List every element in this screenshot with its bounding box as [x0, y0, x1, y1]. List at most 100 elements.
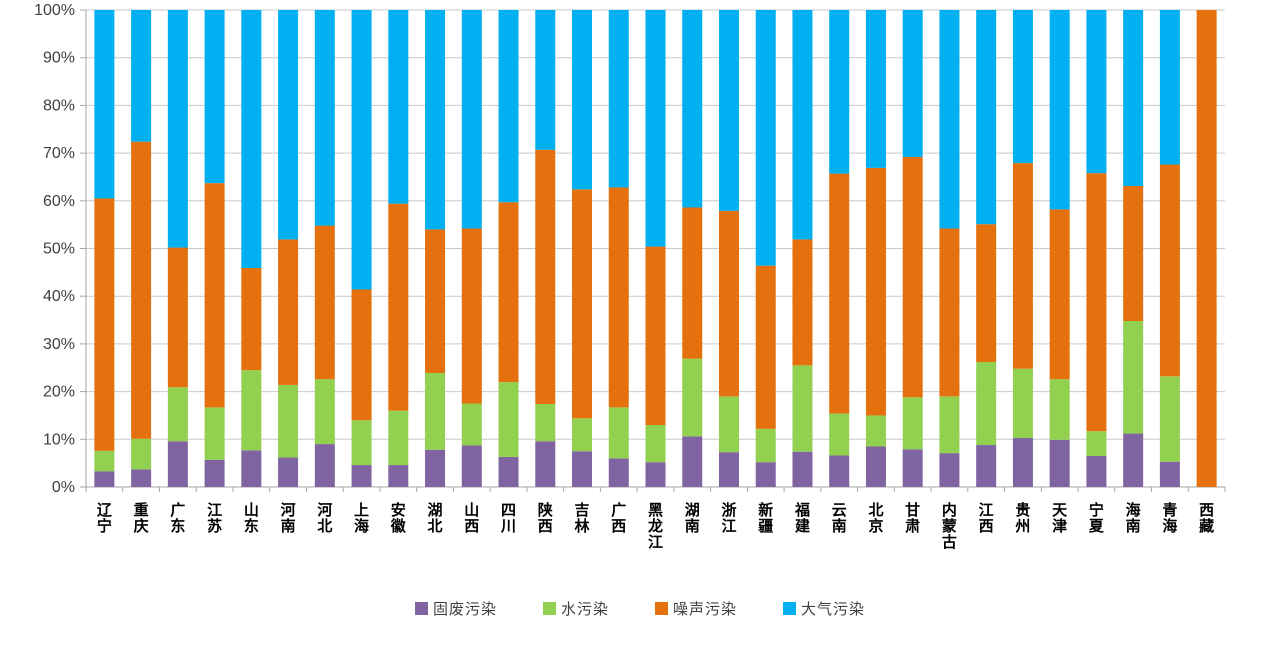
x-axis-label: 广东 [170, 501, 185, 535]
x-axis-label: 天津 [1052, 502, 1068, 535]
bar-segment-1-贵州 [1012, 368, 1033, 438]
bar-segment-1-安徽 [388, 410, 409, 466]
bar-segment-0-陕西 [535, 441, 556, 487]
bar-segment-0-河北 [314, 444, 335, 487]
x-axis-label: 湖南 [685, 502, 700, 535]
chart-legend: 固废污染 水污染 噪声污染 大气污染 [0, 598, 1280, 619]
y-axis-label: 20% [43, 384, 75, 401]
bar-segment-3-四川 [498, 10, 519, 203]
bar-segment-2-河北 [314, 225, 335, 380]
bar-segment-3-天津 [1049, 10, 1070, 210]
bar-segment-3-河南 [278, 10, 299, 240]
bar-segment-2-安徽 [388, 203, 409, 411]
bar-segment-1-北京 [865, 415, 886, 447]
bar-segment-2-福建 [792, 239, 813, 366]
bar-segment-0-新疆 [755, 462, 776, 487]
x-axis-label: 黑龙江 [647, 502, 663, 551]
bar-segment-3-重庆 [131, 10, 152, 142]
bar-segment-3-江西 [976, 10, 997, 225]
x-axis-label: 重庆 [134, 501, 149, 535]
bar-segment-0-江西 [976, 445, 997, 487]
bar-segment-3-黑龙江 [645, 10, 666, 247]
bar-segment-3-安徽 [388, 10, 409, 204]
bar-segment-2-内蒙古 [939, 228, 960, 397]
legend-item-air: 大气污染 [783, 598, 865, 619]
bar-segment-2-湖南 [682, 207, 703, 359]
bar-segment-0-河南 [278, 457, 299, 487]
y-axis-label: 40% [43, 288, 75, 305]
bar-segment-2-山西 [461, 228, 482, 404]
bar-segment-0-福建 [792, 451, 813, 487]
bar-segment-2-重庆 [131, 141, 152, 439]
bar-segment-2-新疆 [755, 265, 776, 429]
bar-segment-2-黑龙江 [645, 246, 666, 425]
x-axis-label: 河北 [317, 501, 332, 535]
bar-segment-0-浙江 [718, 452, 739, 487]
bar-segment-1-甘肃 [902, 397, 923, 450]
bar-segment-2-吉林 [572, 189, 593, 419]
x-axis-label: 江西 [979, 501, 994, 535]
y-axis-label: 30% [43, 336, 75, 353]
bar-segment-2-上海 [351, 289, 372, 421]
bar-segment-2-江西 [976, 224, 997, 363]
bar-segment-1-江苏 [204, 407, 225, 460]
bar-segment-3-河北 [314, 10, 335, 226]
x-axis-label: 甘肃 [905, 501, 920, 535]
legend-label-air: 大气污染 [801, 601, 866, 618]
x-axis-label: 内蒙古 [942, 501, 957, 551]
x-axis-label: 四川 [500, 502, 516, 535]
bar-segment-0-江苏 [204, 459, 225, 487]
bar-segment-0-辽宁 [94, 471, 115, 487]
x-axis-label: 河南 [281, 501, 296, 535]
bar-segment-3-广东 [167, 10, 188, 248]
x-axis-label: 云南 [832, 502, 847, 535]
x-axis-label: 福建 [794, 501, 811, 535]
bar-segment-1-浙江 [718, 396, 739, 453]
bar-segment-2-云南 [829, 173, 850, 414]
bar-segment-1-宁夏 [1086, 431, 1107, 456]
bar-segment-2-青海 [1159, 164, 1180, 377]
y-axis-label: 80% [43, 97, 75, 114]
legend-swatch-noise [655, 602, 668, 615]
bar-segment-1-广东 [167, 387, 188, 442]
plot-area: 0%10%20%30%40%50%60%70%80%90%100%辽宁重庆广东江… [34, 2, 1226, 551]
y-axis-label: 50% [43, 241, 75, 258]
bar-segment-1-黑龙江 [645, 424, 666, 463]
legend-item-water: 水污染 [542, 598, 609, 619]
x-axis-label: 山西 [464, 502, 479, 535]
bar-segment-3-内蒙古 [939, 10, 960, 229]
bar-segment-2-西藏 [1196, 10, 1217, 487]
bar-segment-3-山东 [241, 10, 262, 269]
legend-item-solid-waste: 固废污染 [414, 598, 497, 619]
legend-swatch-solid-waste [414, 602, 428, 615]
bar-segment-0-吉林 [572, 451, 593, 487]
bar-segment-1-福建 [792, 365, 813, 452]
bar-segment-2-陕西 [535, 149, 556, 405]
y-axis-label: 10% [43, 431, 75, 448]
bar-segment-3-陕西 [535, 10, 556, 150]
y-axis-label: 60% [43, 193, 75, 210]
bar-segment-0-黑龙江 [645, 462, 666, 487]
bar-segment-3-甘肃 [902, 10, 923, 157]
bar-segment-2-浙江 [718, 210, 739, 397]
x-axis-label: 湖北 [428, 502, 443, 535]
bar-segment-2-广东 [167, 247, 188, 388]
bar-segment-0-宁夏 [1086, 455, 1107, 487]
bar-segment-1-吉林 [572, 418, 593, 452]
bar-segment-1-天津 [1049, 379, 1070, 440]
bar-segment-0-湖北 [425, 449, 446, 487]
bar-segment-1-湖南 [682, 358, 703, 437]
x-axis-label: 浙江 [721, 501, 736, 535]
bar-segment-2-广西 [608, 187, 629, 408]
bar-segment-0-青海 [1159, 461, 1180, 487]
bar-segment-0-贵州 [1012, 437, 1033, 487]
bar-segment-0-甘肃 [902, 449, 923, 487]
legend-swatch-air [783, 602, 797, 615]
x-axis-label: 北京 [868, 502, 883, 535]
bar-segment-1-河南 [278, 384, 299, 458]
bar-segment-3-海南 [1123, 10, 1144, 187]
legend-label-solid-waste: 固废污染 [432, 601, 497, 618]
bar-segment-3-福建 [792, 10, 813, 240]
bar-segment-0-四川 [498, 456, 519, 487]
bar-segment-1-广西 [608, 407, 629, 459]
